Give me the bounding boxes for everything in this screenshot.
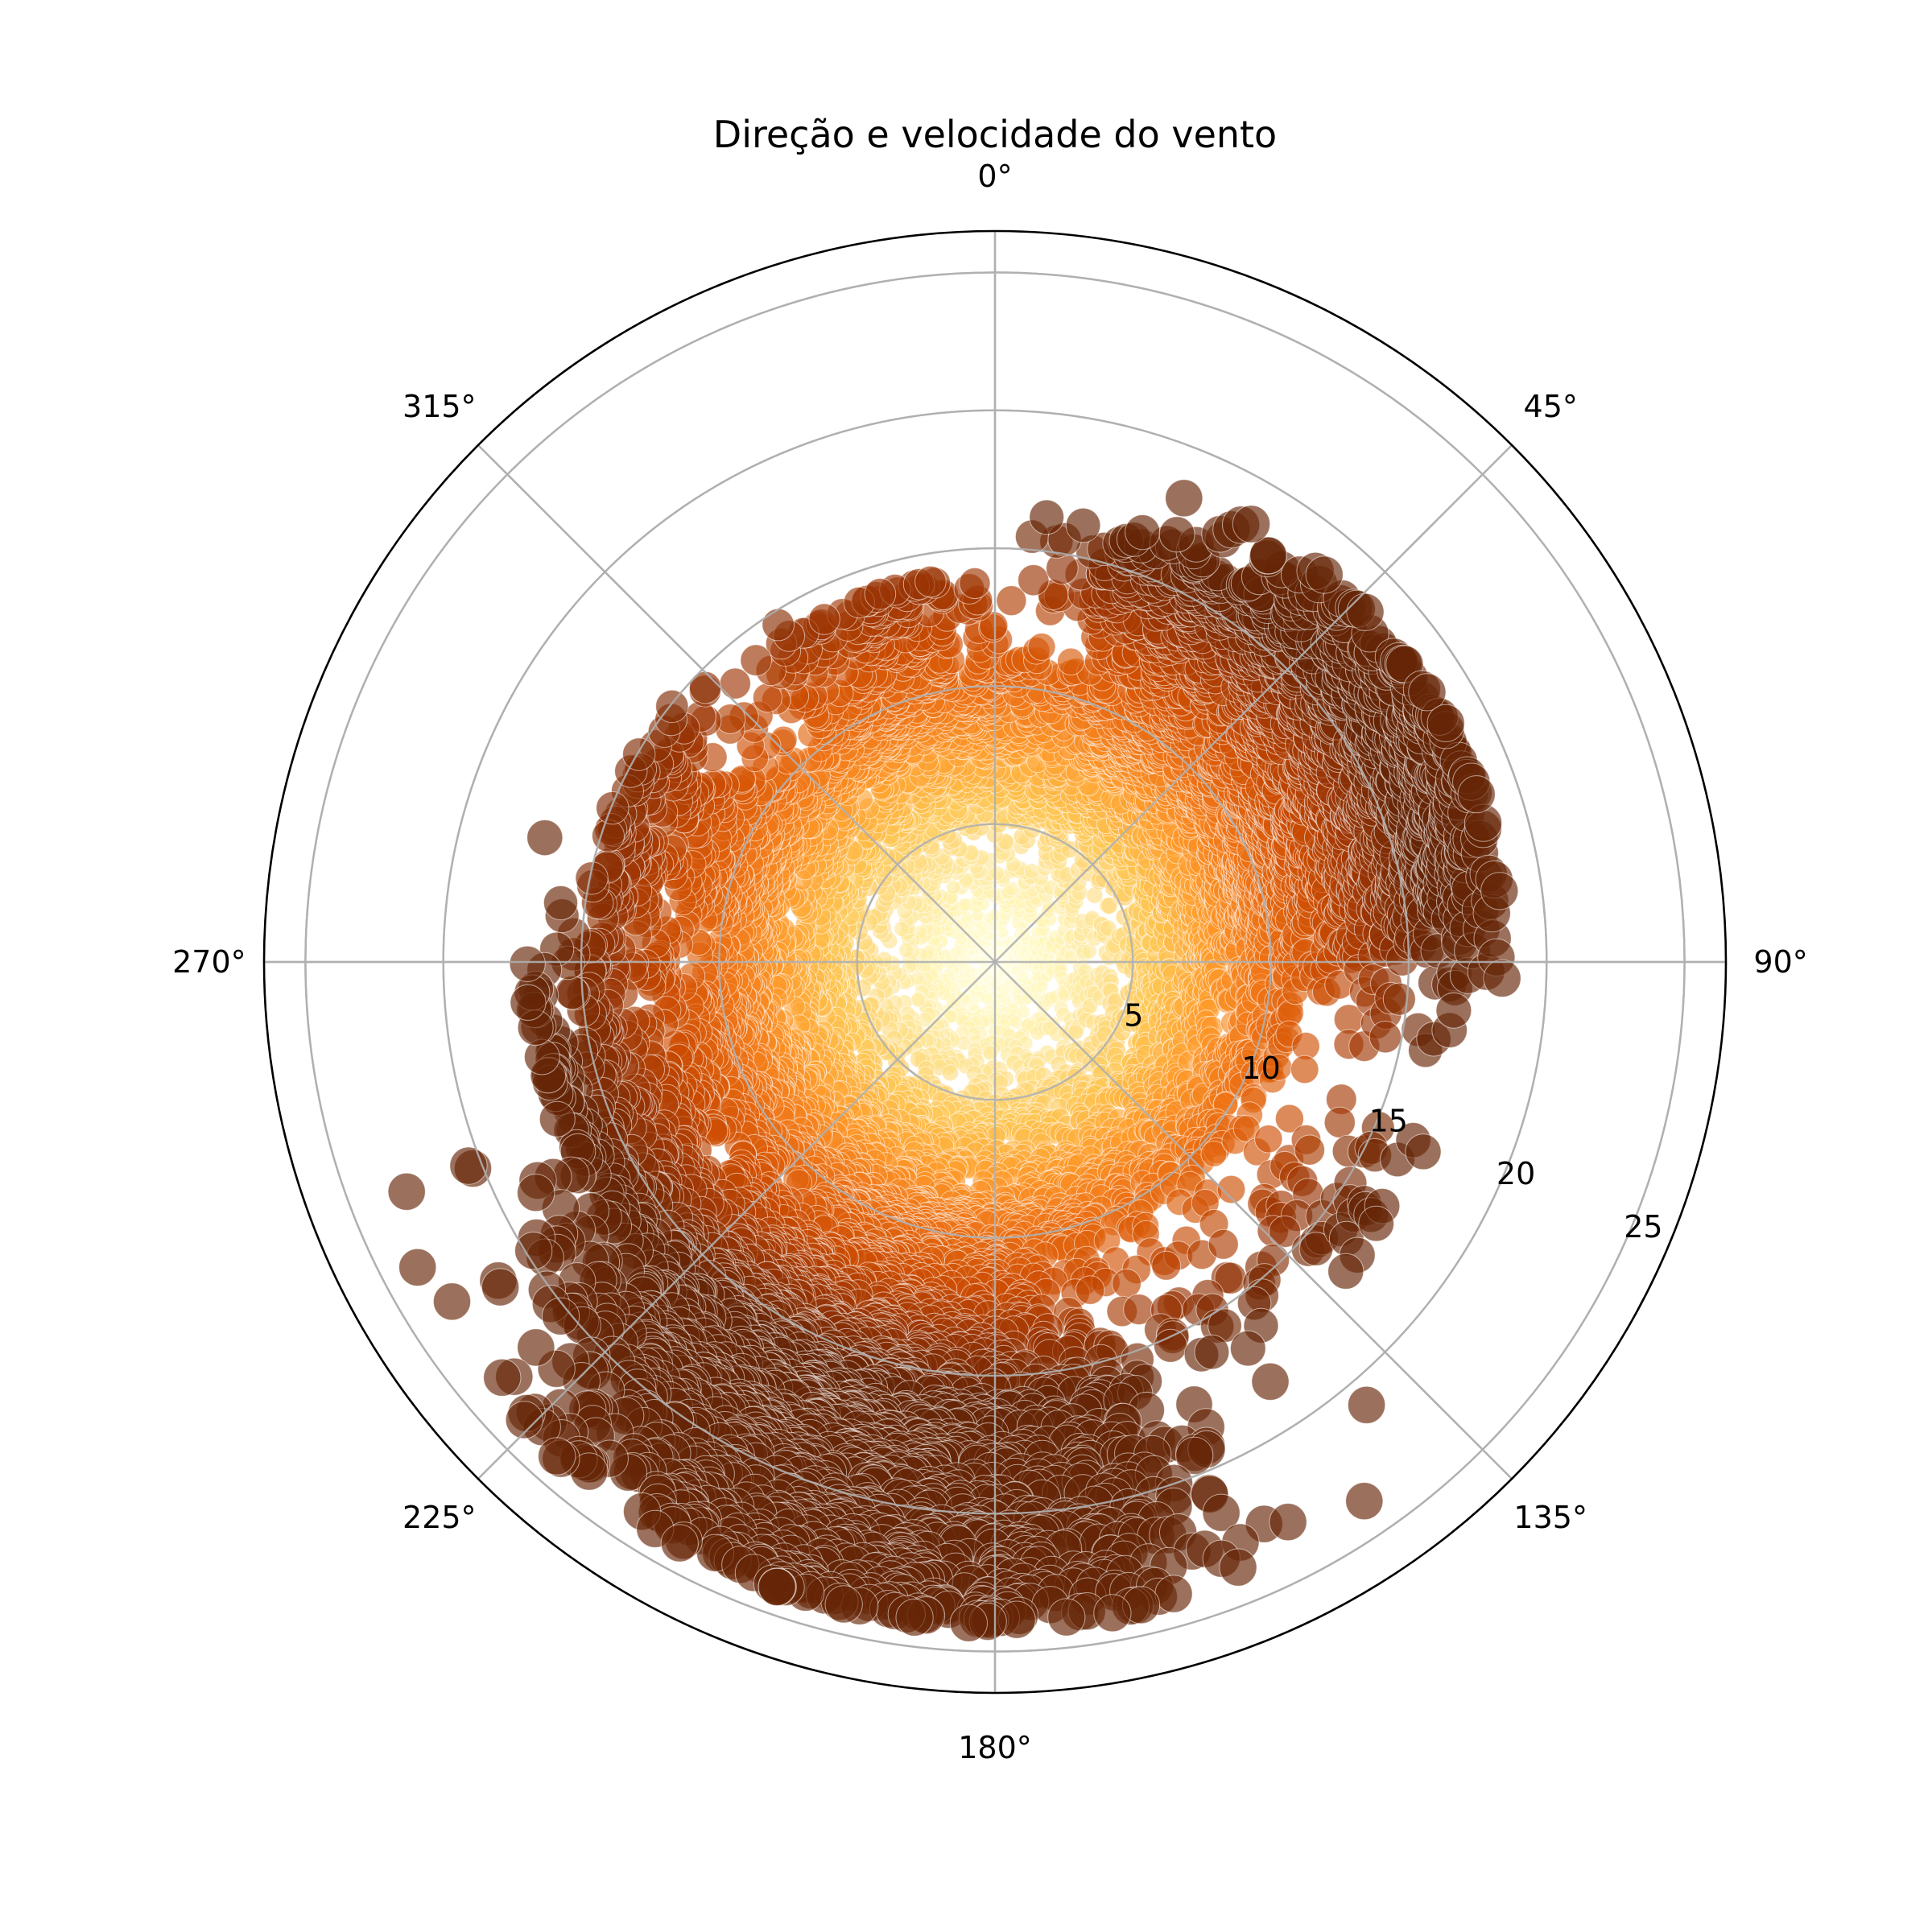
data-point	[894, 921, 910, 937]
data-point	[910, 992, 927, 1008]
data-point	[941, 1064, 960, 1082]
data-point	[989, 865, 1005, 881]
data-point	[1017, 1005, 1030, 1019]
data-point	[898, 942, 914, 959]
data-point	[945, 879, 961, 895]
data-point	[943, 1009, 958, 1024]
data-point	[957, 898, 972, 912]
data-point	[1067, 1024, 1084, 1041]
chart-title: Direção e velocidade do vento	[713, 113, 1277, 156]
